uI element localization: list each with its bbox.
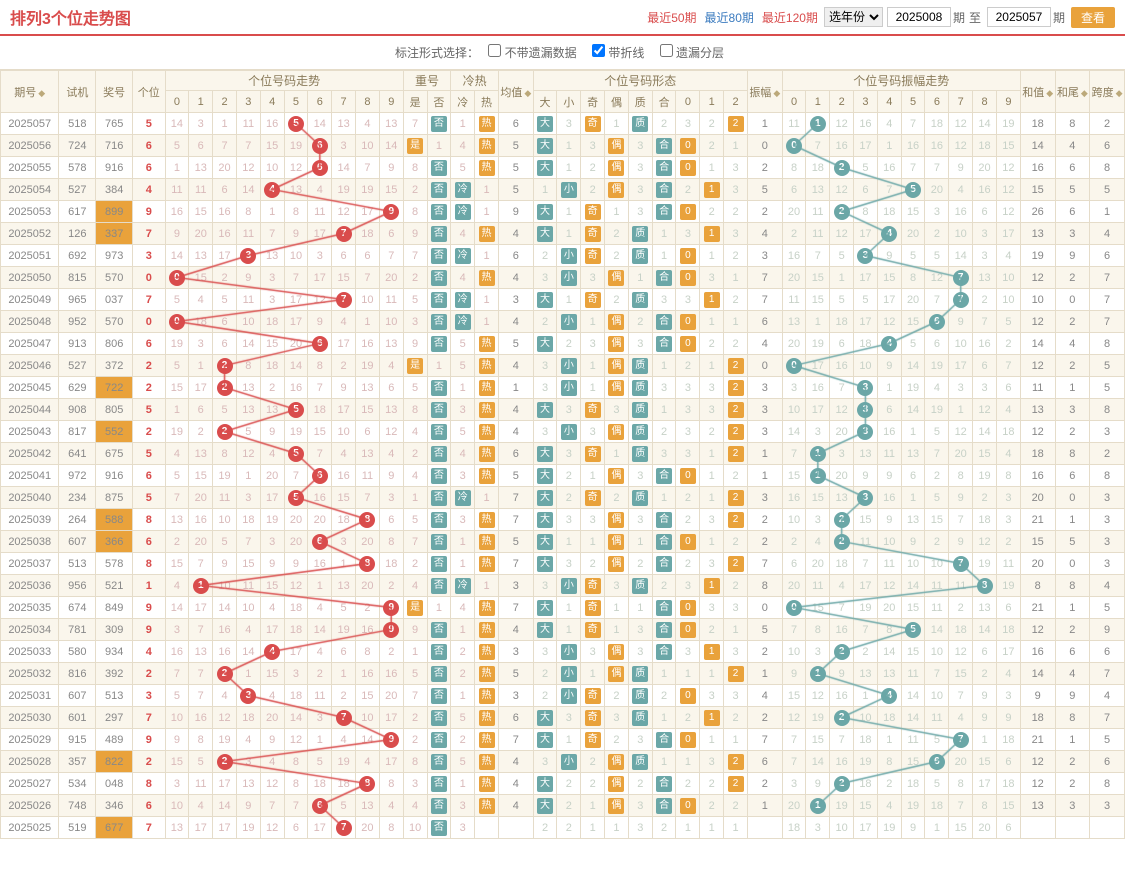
sort-header[interactable]: 均值◆: [498, 71, 533, 113]
opt-label: 标注形式选择：: [395, 46, 479, 60]
table-row: 202503926458881316101819202018865否3热7大33…: [1, 509, 1125, 531]
sort-header[interactable]: 跨度◆: [1090, 71, 1125, 113]
table-row: 202503358093441613161441746821否2热33小3偶3合…: [1, 641, 1125, 663]
range-to-input[interactable]: [987, 7, 1051, 27]
table-row: 2025034781309937164171814191699否1热4大1奇13…: [1, 619, 1125, 641]
table-row: 202504381755221922591915106124否5热43小3偶质2…: [1, 421, 1125, 443]
opt-polyline[interactable]: 带折线: [592, 46, 644, 60]
table-row: 202504023487557201131751615731否冷17大2奇2质1…: [1, 487, 1125, 509]
range-suffix-2: 期: [1053, 9, 1065, 26]
table-row: 2025044908805516513135181715138否3热4大3奇3质…: [1, 399, 1125, 421]
range-link-120[interactable]: 最近120期: [762, 9, 818, 26]
table-row: 2025042641675541381245741342否4热6大3奇1质331…: [1, 443, 1125, 465]
table-row: 2025055578916611320121012614798否5热5大12偶3…: [1, 157, 1125, 179]
table-row: 202505212633779201611791771869否4热4大1奇2质1…: [1, 223, 1125, 245]
table-row: 2025032816392277211532116165否2热52小1偶质111…: [1, 663, 1125, 685]
table-row: 202504895257000186101817941103否冷142小1偶2合…: [1, 311, 1125, 333]
table-row: 20250356748499141714104184529是14热7大1奇11合…: [1, 597, 1125, 619]
opt-no-miss[interactable]: 不带遗漏数据: [488, 46, 576, 60]
table-row: 2025056724716656771519631014是14热5大13偶3合0…: [1, 135, 1125, 157]
trend-table: 期号◆试机奖号个位个位号码走势重号冷热均值◆个位号码形态振幅◆个位号码振幅走势和…: [0, 70, 1125, 839]
sort-header[interactable]: 振幅◆: [747, 71, 782, 113]
page-title: 排列3个位走势图: [10, 5, 131, 29]
table-wrap: 期号◆试机奖号个位个位号码走势重号冷热均值◆个位号码形态振幅◆个位号码振幅走势和…: [0, 70, 1125, 839]
year-select[interactable]: 选年份: [824, 7, 883, 27]
opt-polyline-checkbox[interactable]: [592, 44, 605, 57]
table-header: 期号◆试机奖号个位个位号码走势重号冷热均值◆个位号码形态振幅◆个位号码振幅走势和…: [1, 71, 1125, 113]
table-row: 20250316075133574341811215207否1热32小奇2质20…: [1, 685, 1125, 707]
option-bar: 标注形式选择： 不带遗漏数据 带折线 遗漏分层: [0, 36, 1125, 70]
table-row: 2025036956521141101115121132024否冷133小奇3质…: [1, 575, 1125, 597]
table-row: 202504996503775451131712710115否冷13大1奇2质3…: [1, 289, 1125, 311]
table-row: 202502551967771317171912617720810否322113…: [1, 817, 1125, 839]
opt-layer-checkbox[interactable]: [660, 44, 673, 57]
table-row: 20250479138066193614152061716139否5热5大23偶…: [1, 333, 1125, 355]
range-link-80[interactable]: 最近80期: [705, 9, 754, 26]
range-from-input[interactable]: [887, 7, 951, 27]
table-row: 2025038607366622057320632087否1热5大11偶1合01…: [1, 531, 1125, 553]
range-link-50[interactable]: 最近50期: [647, 9, 696, 26]
opt-no-miss-checkbox[interactable]: [488, 44, 501, 57]
view-button[interactable]: 查看: [1071, 7, 1115, 28]
table-body: 2025057518765514311116514134137否1热6大3奇1质…: [1, 113, 1125, 839]
title-bar: 排列3个位走势图 最近50期 最近80期 最近120期 选年份 期 至 期 查看: [0, 0, 1125, 36]
table-row: 202503060129771016121820143710172否5热6大3奇…: [1, 707, 1125, 729]
table-row: 2025026748346610414977651344否3热4大21偶3合02…: [1, 795, 1125, 817]
table-row: 202504562972221517213216791365否1热13小1偶质3…: [1, 377, 1125, 399]
opt-layer[interactable]: 遗漏分层: [660, 46, 724, 60]
table-row: 2025028357822215523485194178否5热43小2偶质113…: [1, 751, 1125, 773]
sort-header[interactable]: 和尾◆: [1055, 71, 1090, 113]
range-mid: 至: [969, 9, 981, 26]
table-row: 20250375135788157915991618182否1热7大32偶2合2…: [1, 553, 1125, 575]
table-row: 202505169297331413173131036677否冷162小奇2质1…: [1, 245, 1125, 267]
table-row: 2025053617899916151681811121798否冷19大1奇13…: [1, 201, 1125, 223]
table-row: 20250545273844111161441341919152否冷151小2偶…: [1, 179, 1125, 201]
sort-header[interactable]: 和值◆: [1020, 71, 1055, 113]
table-row: 202504197291665151912076161194否3热5大21偶3合…: [1, 465, 1125, 487]
table-row: 20250508155700015293717157202否4热43小3偶1合0…: [1, 267, 1125, 289]
table-row: 2025057518765514311116514134137否1热6大3奇1质…: [1, 113, 1125, 135]
table-row: 2025027534048831117131281818883否1热4大22偶2…: [1, 773, 1125, 795]
range-suffix-1: 期: [953, 9, 965, 26]
table-row: 202504652737225128181482194是15热43小1偶质121…: [1, 355, 1125, 377]
table-row: 2025029915489998194912141492否2热7大1奇23合01…: [1, 729, 1125, 751]
sort-header[interactable]: 期号◆: [1, 71, 59, 113]
